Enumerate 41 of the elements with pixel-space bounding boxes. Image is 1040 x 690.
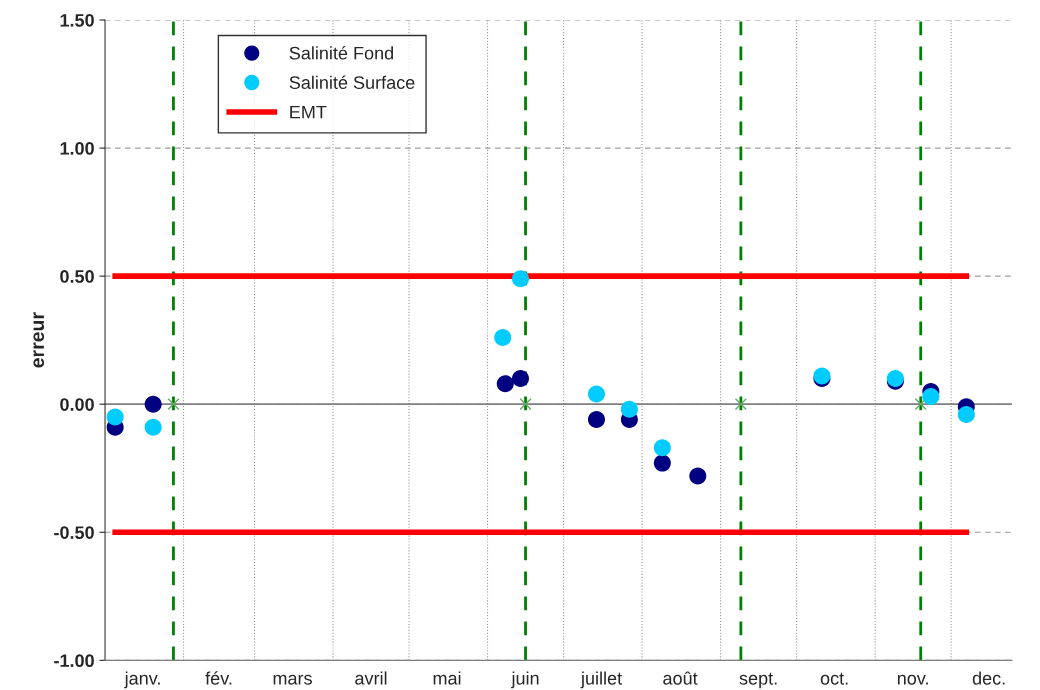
y-tick-label: 0.00 xyxy=(60,398,94,411)
x-tick-label: janv. xyxy=(124,671,160,689)
y-tick-label: 1.50 xyxy=(60,13,94,27)
point xyxy=(494,329,512,347)
x-tick-label: oct. xyxy=(820,672,848,685)
x-tick-label: fév. xyxy=(205,671,232,685)
x-tick-label: juillet xyxy=(580,671,622,689)
point xyxy=(587,385,605,403)
x-tick-label: juin xyxy=(511,671,539,689)
x-tick-label: avril xyxy=(355,671,387,685)
y-tick-label: 0.50 xyxy=(60,270,94,283)
y-tick-label: -1.00 xyxy=(54,654,94,668)
legend-label: EMT xyxy=(290,105,327,119)
point xyxy=(957,405,975,423)
legend-label: Salinité Surface xyxy=(289,75,415,90)
point xyxy=(167,398,180,411)
y-tick-label: 1.00 xyxy=(60,142,94,155)
point xyxy=(511,270,529,288)
point xyxy=(653,439,671,457)
x-tick-label: août xyxy=(663,671,698,685)
point xyxy=(519,398,532,411)
point xyxy=(106,408,124,426)
point xyxy=(653,454,671,472)
point xyxy=(587,411,605,429)
point xyxy=(734,398,747,411)
point xyxy=(496,375,514,393)
y-tick-label: -0.50 xyxy=(54,526,94,539)
point xyxy=(511,370,529,388)
legend-label: Salinité Fond xyxy=(289,46,393,60)
x-tick-label: dec. xyxy=(972,671,1005,685)
point xyxy=(144,418,162,436)
x-tick-label: sept. xyxy=(739,672,777,689)
point xyxy=(914,398,927,411)
x-tick-label: nov. xyxy=(897,674,928,685)
x-tick-label: mai xyxy=(433,671,461,685)
point xyxy=(620,400,638,418)
x-tick-label: mars xyxy=(273,674,312,685)
y-axis-title: erreur xyxy=(33,312,45,368)
point xyxy=(689,467,707,485)
point xyxy=(922,388,940,406)
point xyxy=(144,395,162,413)
